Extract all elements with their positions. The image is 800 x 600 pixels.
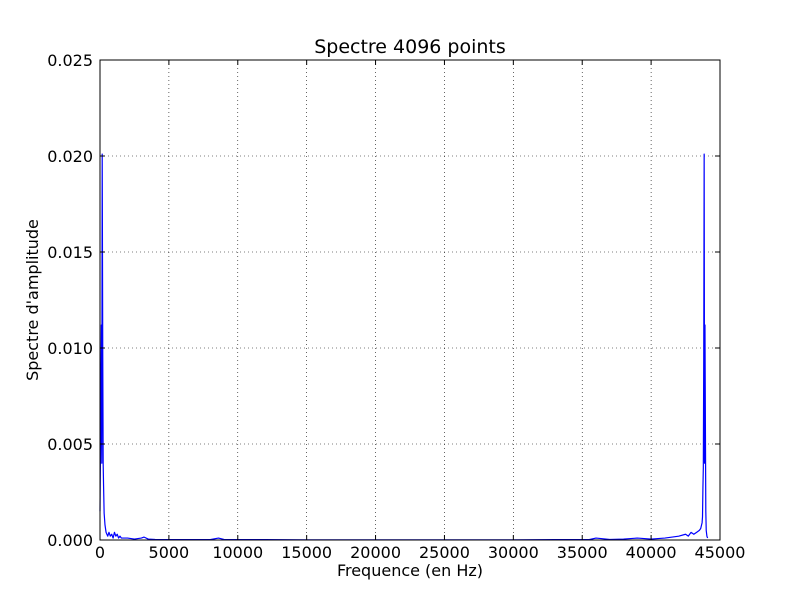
x-tick-label: 25000 — [419, 543, 470, 562]
y-tick-label: 0.010 — [47, 339, 93, 358]
plot-area — [100, 60, 720, 540]
x-tick-label: 15000 — [281, 543, 332, 562]
plot-frame — [99, 59, 721, 541]
x-tick-label: 20000 — [350, 543, 401, 562]
y-tick-label: 0.025 — [47, 51, 93, 70]
y-tick-label: 0.015 — [47, 243, 93, 262]
series-line-amplitude-spectrum — [99, 153, 709, 541]
x-axis-label: Frequence (en Hz) — [337, 561, 483, 580]
y-tick-label: 0.005 — [47, 435, 93, 454]
y-axis-label: Spectre d'amplitude — [23, 219, 42, 381]
y-tick-label: 0.020 — [47, 147, 93, 166]
series-layer — [99, 153, 709, 541]
x-tick-label: 35000 — [557, 543, 608, 562]
y-tick-label: 0.000 — [47, 531, 93, 550]
x-tick-label: 30000 — [488, 543, 539, 562]
grid-lines — [100, 60, 720, 540]
x-tick-label: 5000 — [149, 543, 190, 562]
x-tick-label: 10000 — [212, 543, 263, 562]
axis-ticks — [99, 59, 721, 541]
x-tick-label: 0 — [95, 543, 105, 562]
x-tick-label: 45000 — [695, 543, 746, 562]
x-tick-label: 40000 — [626, 543, 677, 562]
chart-title: Spectre 4096 points — [314, 36, 506, 58]
axis-tick-labels: 0 5000 10000 15000 20000 25000 30000 35000 40000… — [47, 51, 745, 562]
